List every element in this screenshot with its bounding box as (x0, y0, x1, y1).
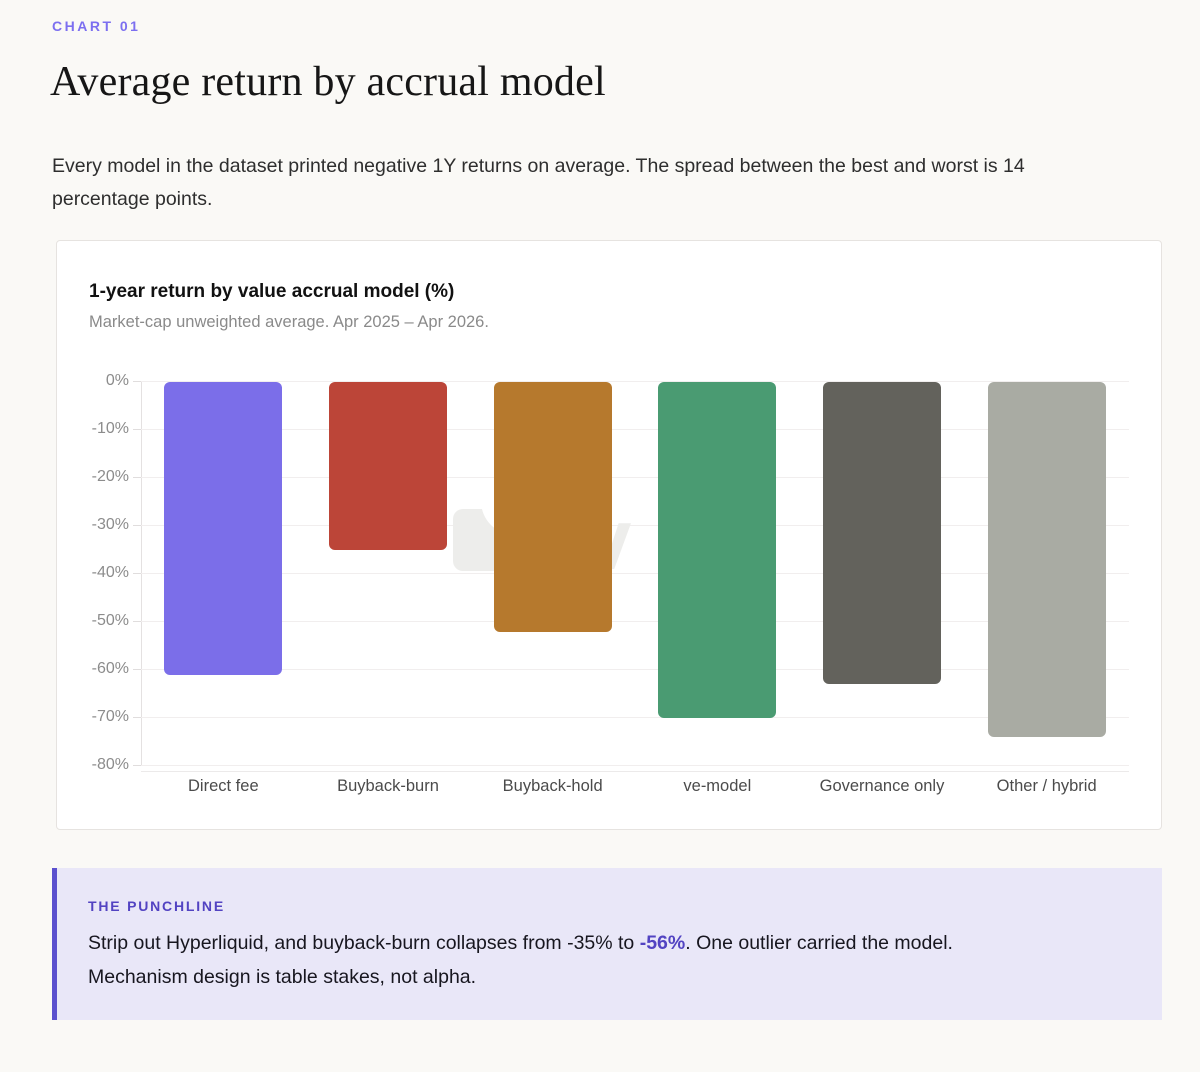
y-tick-label: -40% (91, 564, 129, 581)
bar-buyback-burn (329, 382, 447, 550)
gridline (141, 477, 1129, 478)
x-tick-label: Other / hybrid (996, 777, 1097, 795)
lede-line1: Every model in the dataset printed negat… (52, 155, 1025, 177)
chart-subtitle: Market-cap unweighted average. Apr 2025 … (89, 313, 489, 331)
gridline (141, 573, 1129, 574)
punchline-highlight: -56% (639, 932, 686, 954)
y-tick-label: -20% (91, 468, 129, 485)
tick-mark (133, 381, 141, 382)
chart-title: 1-year return by value accrual model (%) (89, 281, 455, 302)
punchline-before: Strip out Hyperliquid, and buyback-burn … (88, 932, 640, 954)
x-tick-label: ve-model (683, 777, 752, 795)
y-tick-label: -60% (91, 660, 129, 677)
bar-direct-fee (164, 382, 283, 675)
bar-ve-model (658, 382, 777, 718)
tick-mark (133, 573, 141, 574)
x-tick-label: Buyback-burn (337, 777, 439, 795)
plot-area: ov (133, 381, 1129, 772)
y-tick-label: -70% (91, 708, 129, 725)
tick-mark (133, 765, 141, 766)
x-axis-line (141, 771, 1129, 772)
tick-mark (133, 717, 141, 718)
x-tick-label: Buyback-hold (502, 777, 603, 795)
page-title: Average return by accrual model (50, 59, 606, 105)
x-tick-label: Governance only (819, 777, 945, 795)
gridline (141, 381, 1129, 382)
gridline (141, 717, 1129, 718)
punchline-label: THE PUNCHLINE (88, 898, 225, 914)
gridline (141, 669, 1129, 670)
y-tick-label: -30% (91, 516, 129, 533)
tick-mark (133, 525, 141, 526)
punchline-line2: Mechanism design is table stakes, not al… (88, 966, 477, 988)
y-tick-label: -50% (91, 612, 129, 629)
gridline (141, 621, 1129, 622)
y-axis-labels: 0% -10% -20% -30% -40% -50% -60% -70% -80% (59, 372, 129, 773)
x-tick-label: Direct fee (188, 777, 259, 795)
chart-card: 1-year return by value accrual model (%)… (56, 240, 1162, 830)
tick-mark (133, 477, 141, 478)
chart-eyebrow: CHART 01 (52, 18, 141, 34)
bar-governance-only (823, 382, 941, 685)
lede-paragraph: Every model in the dataset printed negat… (52, 150, 1112, 216)
tick-mark (133, 621, 141, 622)
punchline-after: . One outlier carried the model. (685, 932, 953, 954)
y-tick-label: 0% (105, 372, 129, 389)
gridline (141, 765, 1129, 766)
lede-line2: percentage points. (52, 188, 213, 210)
tick-mark (133, 429, 141, 430)
bar-buyback-hold (493, 382, 612, 632)
punchline-callout: THE PUNCHLINE Strip out Hyperliquid, and… (52, 868, 1162, 1020)
bar-other-hybrid (987, 382, 1106, 738)
y-tick-label: -10% (91, 420, 129, 437)
gridline (141, 525, 1129, 526)
tick-mark (133, 669, 141, 670)
punchline-text: Strip out Hyperliquid, and buyback-burn … (88, 926, 1128, 994)
gridline (141, 429, 1129, 430)
y-tick-label: -80% (91, 756, 129, 773)
